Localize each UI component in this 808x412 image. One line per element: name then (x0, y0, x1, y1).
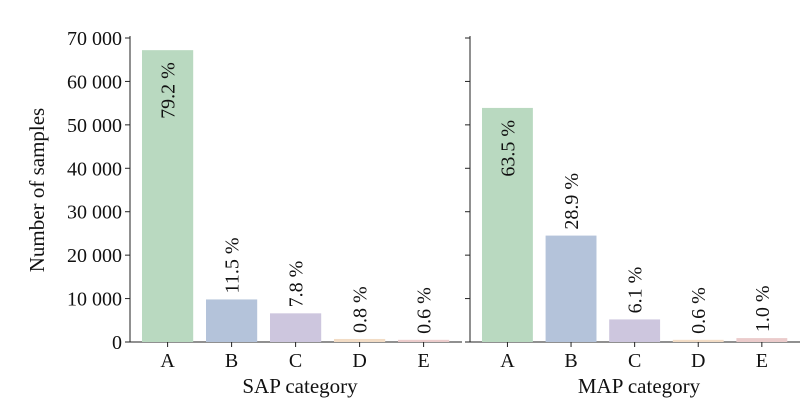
y-tick-label: 50 000 (67, 115, 122, 137)
y-tick-label: 0 (112, 332, 122, 354)
y-tick-label: 40 000 (67, 158, 122, 180)
data-label: 79.2 % (158, 62, 180, 119)
data-label: 7.8 % (286, 261, 308, 308)
data-label: 6.1 % (625, 267, 647, 314)
bar-e (398, 339, 450, 342)
bar-b (206, 299, 258, 342)
x-axis-label: SAP category (242, 374, 358, 398)
bar-e (736, 338, 788, 342)
bar-c (609, 319, 661, 342)
y-tick-label: 60 000 (67, 71, 122, 93)
x-tick-label: A (500, 350, 515, 372)
data-label: 0.6 % (414, 287, 436, 334)
x-tick-label: D (352, 350, 366, 372)
bar-c (270, 313, 322, 342)
data-label: 63.5 % (497, 120, 519, 177)
x-tick-label: C (289, 350, 302, 372)
panel-map: A 63.5 % B 28.9 % C 6.1 % D 0.6 % E 1.0 % MAP cate… (465, 36, 800, 398)
y-tick-label: 70 000 (67, 28, 122, 50)
x-axis-label: MAP category (578, 374, 701, 398)
bar-a (142, 50, 194, 342)
y-axis-label: Number of samples (25, 108, 49, 272)
y-tick-label: 30 000 (67, 202, 122, 224)
x-tick-label: E (417, 350, 429, 372)
x-tick-label: A (160, 350, 175, 372)
bar-d (672, 339, 724, 342)
bar-b (545, 235, 597, 342)
data-label: 28.9 % (561, 173, 583, 230)
bar-d (334, 338, 386, 342)
x-tick-label: B (225, 350, 238, 372)
bar-a (482, 107, 533, 342)
y-tick-label: 20 000 (67, 245, 122, 267)
data-label: 0.6 % (688, 287, 710, 334)
x-tick-label: E (756, 350, 768, 372)
x-tick-label: C (628, 350, 641, 372)
x-tick-label: B (564, 350, 577, 372)
panel-sap: 0 10 000 20 000 30 000 40 000 50 000 60 000 70 … (25, 28, 462, 398)
data-label: 0.8 % (350, 286, 372, 333)
data-label: 1.0 % (752, 285, 774, 332)
data-label: 11.5 % (222, 238, 244, 294)
x-tick-label: D (691, 350, 705, 372)
y-tick-label: 10 000 (67, 289, 122, 311)
